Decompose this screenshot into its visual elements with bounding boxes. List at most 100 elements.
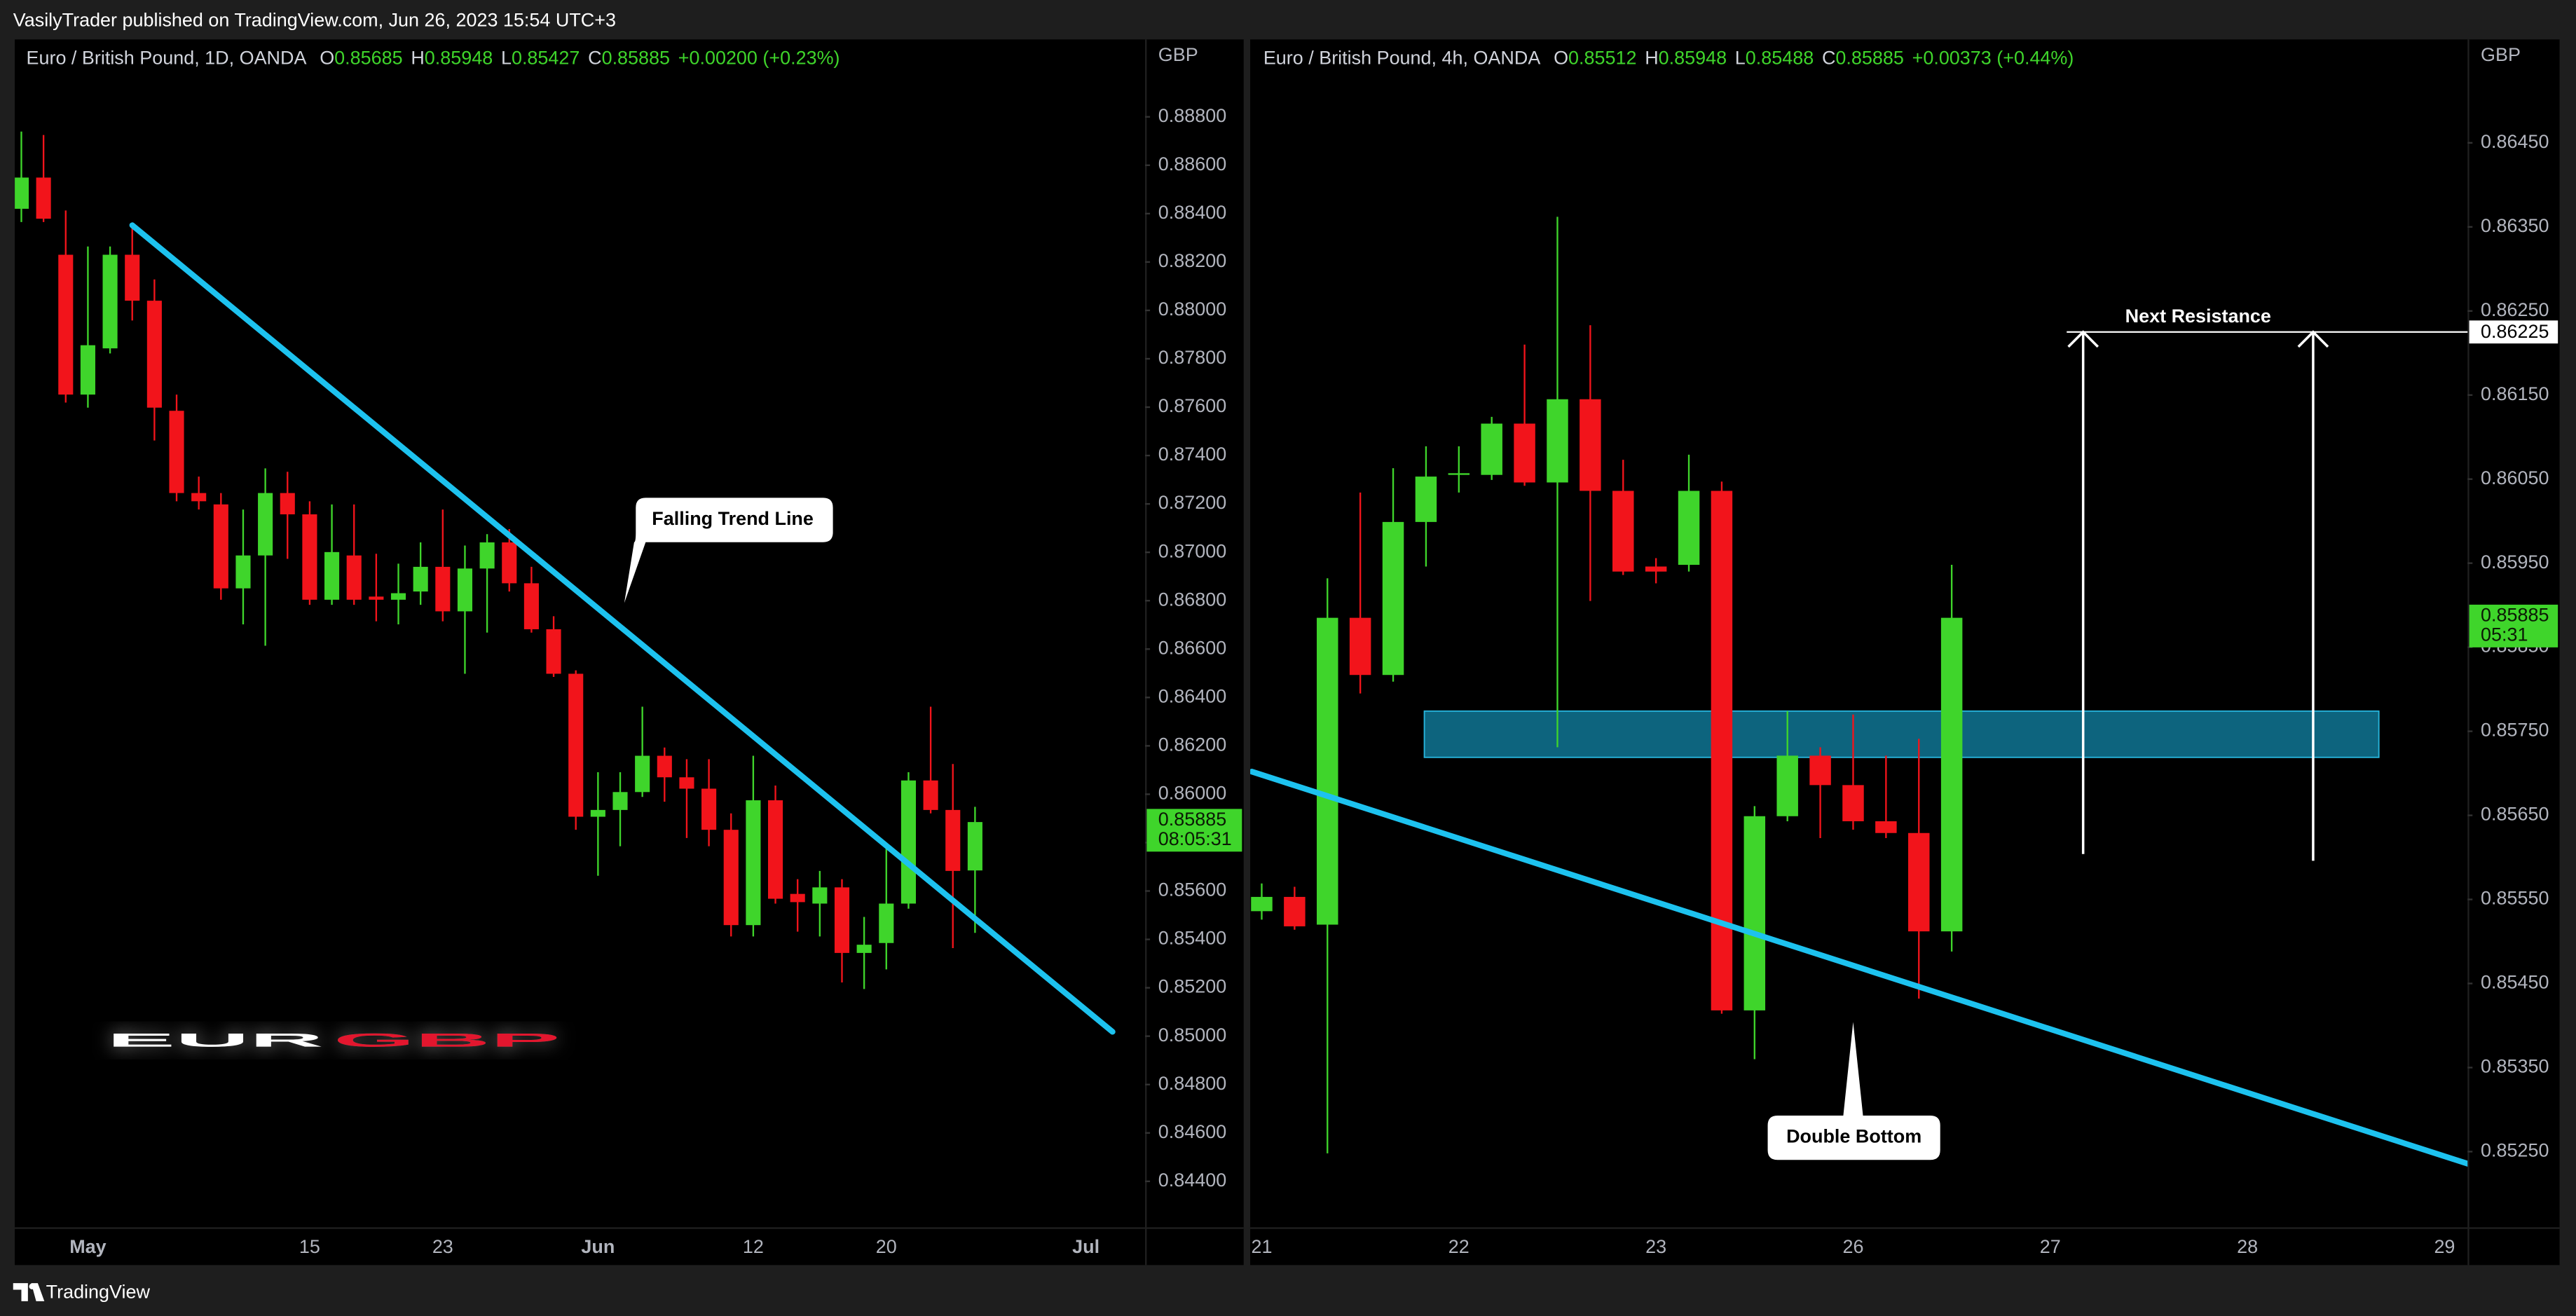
- candle-body: [1678, 491, 1700, 566]
- candle-body: [457, 568, 473, 612]
- candle-body: [1514, 423, 1535, 483]
- publish-header: VasilyTrader published on TradingView.co…: [13, 10, 616, 31]
- candle-body: [590, 809, 605, 817]
- y-tick-label: 0.85450: [2481, 972, 2549, 993]
- y-tick-label: 0.85600: [1158, 879, 1226, 900]
- y-tick-label: 0.85000: [1158, 1024, 1226, 1046]
- candle-body: [1612, 491, 1634, 572]
- legend-prefix: O: [320, 48, 334, 69]
- x-tick-label: 12: [743, 1236, 764, 1257]
- left-panel: [15, 39, 1244, 1266]
- legend-prefix: H: [411, 48, 424, 69]
- y-tick-label: 0.86350: [2481, 215, 2549, 236]
- candle-body: [723, 830, 739, 926]
- y-tick-label: 0.87200: [1158, 492, 1226, 513]
- legend-title: Euro / British Pound, 4h, OANDA: [1263, 48, 1540, 69]
- candle-body: [15, 177, 29, 209]
- legend-change: +0.00200 (+0.23%): [678, 48, 840, 69]
- x-tick-label: 15: [299, 1236, 320, 1257]
- y-tick-label: 0.86000: [1158, 783, 1226, 804]
- candle-body: [1284, 896, 1306, 926]
- legend-value: 0.85512: [1568, 48, 1636, 69]
- y-tick-label: 0.86250: [2481, 299, 2549, 320]
- candle-body: [1645, 566, 1667, 572]
- y-tick-label: 0.85400: [1158, 928, 1226, 949]
- callout-text: Double Bottom: [1786, 1126, 1921, 1147]
- candle-body: [967, 822, 982, 871]
- legend-prefix: H: [1645, 48, 1658, 69]
- y-tick-label: 0.84400: [1158, 1170, 1226, 1191]
- x-tick-label: 23: [1645, 1236, 1666, 1257]
- candle-body: [1711, 491, 1733, 1010]
- x-tick-label: Jun: [581, 1236, 615, 1257]
- candle-body: [568, 673, 584, 817]
- y-tick-label: 0.86200: [1158, 734, 1226, 755]
- legend-title: Euro / British Pound, 1D, OANDA: [27, 48, 307, 69]
- candle-body: [169, 411, 184, 493]
- legend-prefix: O: [1554, 48, 1568, 69]
- candle-body: [413, 566, 428, 592]
- legend-value: 0.85488: [1746, 48, 1814, 69]
- y-tick-label: 0.86150: [2481, 383, 2549, 404]
- price-tag: [2469, 320, 2558, 344]
- candle-body: [1908, 832, 1930, 932]
- candle-body: [1481, 423, 1502, 475]
- trend-line: [129, 222, 1116, 1035]
- candle-body: [102, 254, 118, 349]
- candle-body: [701, 788, 717, 830]
- brand-icon: [13, 1283, 45, 1301]
- plot-area: [1250, 217, 2468, 1167]
- candle-body: [1415, 477, 1437, 522]
- legend: Euro / British Pound, 4h, OANDA O0.85512 H…: [1263, 48, 2074, 69]
- y-tick-label: 0.88800: [1158, 105, 1226, 126]
- candle-body: [1580, 399, 1601, 491]
- y-tick-label: 0.86050: [2481, 467, 2549, 488]
- legend-value: 0.85948: [1659, 48, 1727, 69]
- legend-value: 0.85885: [1835, 48, 1903, 69]
- candle-body: [213, 504, 228, 589]
- legend-value: 0.85948: [425, 48, 493, 69]
- x-tick-label: 22: [1448, 1236, 1469, 1257]
- candle-body: [1547, 399, 1568, 483]
- y-tick-label: 0.86450: [2481, 131, 2549, 152]
- candle-body: [812, 887, 828, 904]
- arrow-head: [2297, 330, 2329, 348]
- y-tick-label: 0.85650: [2481, 804, 2549, 825]
- candle-body: [1349, 617, 1371, 676]
- candle-body: [746, 800, 761, 926]
- candle-body: [635, 755, 650, 793]
- candle-body: [945, 809, 961, 871]
- y-tick-label: 0.87400: [1158, 444, 1226, 465]
- candle-body: [324, 551, 340, 600]
- resistance-label: Next Resistance: [2125, 306, 2271, 327]
- x-tick-label: Jul: [1072, 1236, 1099, 1257]
- x-tick-label: 27: [2040, 1236, 2061, 1257]
- plots: 0.84400 0.84600 0.84800 0.85000 0.85200 0.854…: [15, 44, 2558, 1257]
- callout-box: [624, 498, 833, 603]
- candle-body: [258, 493, 273, 556]
- candle-body: [879, 903, 894, 943]
- y-tick-label: 0.85750: [2481, 720, 2549, 741]
- legend-prefix: L: [1735, 48, 1746, 69]
- candle-body: [612, 792, 628, 810]
- candle-body: [235, 555, 251, 589]
- y-tick-label: 0.88400: [1158, 202, 1226, 223]
- candle-body: [900, 780, 916, 904]
- candle-body: [679, 777, 694, 789]
- y-tick-label: 0.88600: [1158, 153, 1226, 174]
- brand-mark: [29, 1283, 35, 1290]
- last-price-label: 0.85885: [1158, 809, 1226, 830]
- candle-body: [1251, 896, 1273, 912]
- candle-body: [1809, 755, 1831, 786]
- brand-name: TradingView: [46, 1281, 151, 1302]
- legend-prefix: C: [588, 48, 601, 69]
- y-tick-label: 0.85350: [2481, 1056, 2549, 1077]
- candle-body: [1743, 816, 1766, 1010]
- right-panel: [1250, 39, 2560, 1266]
- candle-body: [1317, 617, 1338, 925]
- y-tick-label: 0.87800: [1158, 347, 1226, 368]
- candle-body: [125, 254, 140, 301]
- legend: Euro / British Pound, 1D, OANDA O0.85685 H…: [27, 48, 840, 69]
- candle-body: [1776, 755, 1798, 816]
